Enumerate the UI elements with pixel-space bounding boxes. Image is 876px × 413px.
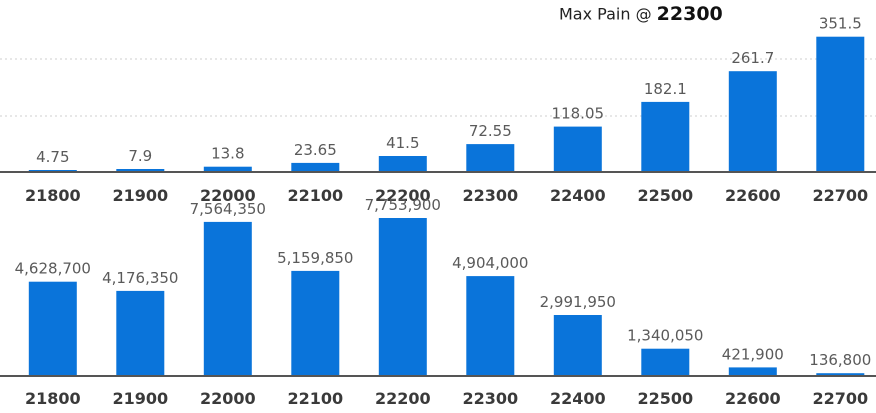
- bar-22700[interactable]: [816, 36, 865, 173]
- bar-21800[interactable]: [28, 281, 77, 376]
- bar-22400[interactable]: [553, 315, 602, 376]
- bar-22600[interactable]: [728, 367, 777, 376]
- strike-tick-label: 22400: [550, 389, 606, 408]
- value-label: 7,753,900: [365, 196, 441, 214]
- value-label: 7.9: [128, 147, 152, 165]
- value-label: 13.8: [211, 145, 244, 163]
- value-label: 421,900: [722, 345, 784, 363]
- bar-22100[interactable]: [291, 162, 340, 172]
- bar-22500[interactable]: [641, 348, 690, 376]
- value-label: 23.65: [294, 141, 337, 159]
- bar-22200[interactable]: [378, 218, 427, 376]
- value-label: 4,904,000: [452, 254, 528, 272]
- strike-tick-label: 21900: [112, 389, 168, 408]
- strike-tick-label: 22600: [725, 389, 781, 408]
- strike-tick-label: 22700: [812, 186, 868, 205]
- value-label: 4,176,350: [102, 269, 178, 287]
- bar-22100[interactable]: [291, 270, 340, 376]
- bar-22000[interactable]: [203, 221, 252, 376]
- value-label: 41.5: [386, 134, 419, 152]
- strike-tick-label: 22200: [375, 389, 431, 408]
- strike-tick-label: 22100: [287, 186, 343, 205]
- value-label: 4.75: [36, 148, 69, 166]
- strike-tick-label: 22000: [200, 389, 256, 408]
- value-label: 136,800: [809, 351, 871, 369]
- bar-22700[interactable]: [816, 373, 865, 376]
- value-label: 4,628,700: [15, 260, 91, 278]
- strike-tick-label: 22300: [462, 186, 518, 205]
- bar-21900[interactable]: [116, 169, 165, 172]
- strike-tick-label: 22200: [375, 186, 431, 205]
- strike-tick-label: 22000: [200, 186, 256, 205]
- strike-tick-label: 22500: [637, 389, 693, 408]
- strike-tick-label: 22300: [462, 389, 518, 408]
- bar-22000[interactable]: [203, 166, 252, 172]
- bar-22300[interactable]: [466, 144, 515, 172]
- value-label: 5,159,850: [277, 249, 353, 267]
- premium-chart: 4.75 21800 7.9 21900 13.8 22000 23.65 22100 41.5…: [0, 15, 876, 205]
- value-label: 72.55: [469, 122, 512, 140]
- strike-tick-label: 21800: [25, 389, 81, 408]
- max-pain-label: Max Pain @: [559, 4, 657, 24]
- strike-tick-label: 22400: [550, 186, 606, 205]
- oi-chart: 4,628,700 21800 4,176,350 21900 7,564,350 220…: [0, 196, 876, 408]
- strike-tick-label: 22500: [637, 186, 693, 205]
- strike-tick-label: 22700: [812, 389, 868, 408]
- bar-22300[interactable]: [466, 276, 515, 376]
- bar-22200[interactable]: [378, 156, 427, 172]
- value-label: 7,564,350: [190, 200, 266, 218]
- strike-tick-label: 22100: [287, 389, 343, 408]
- value-label: 118.05: [552, 105, 605, 123]
- bar-22500[interactable]: [641, 101, 690, 172]
- bar-21900[interactable]: [116, 290, 165, 376]
- max-pain-title: Max Pain @ 22300: [559, 3, 723, 29]
- value-label: 182.1: [644, 80, 687, 98]
- value-label: 2,991,950: [540, 293, 616, 311]
- bar-22400[interactable]: [553, 126, 602, 172]
- value-label: 351.5: [819, 15, 862, 33]
- strike-tick-label: 22600: [725, 186, 781, 205]
- strike-tick-label: 21900: [112, 186, 168, 205]
- strike-tick-label: 21800: [25, 186, 81, 205]
- value-label: 261.7: [731, 49, 774, 67]
- max-pain-strike: 22300: [656, 3, 723, 25]
- bar-22600[interactable]: [728, 71, 777, 172]
- value-label: 1,340,050: [627, 327, 703, 345]
